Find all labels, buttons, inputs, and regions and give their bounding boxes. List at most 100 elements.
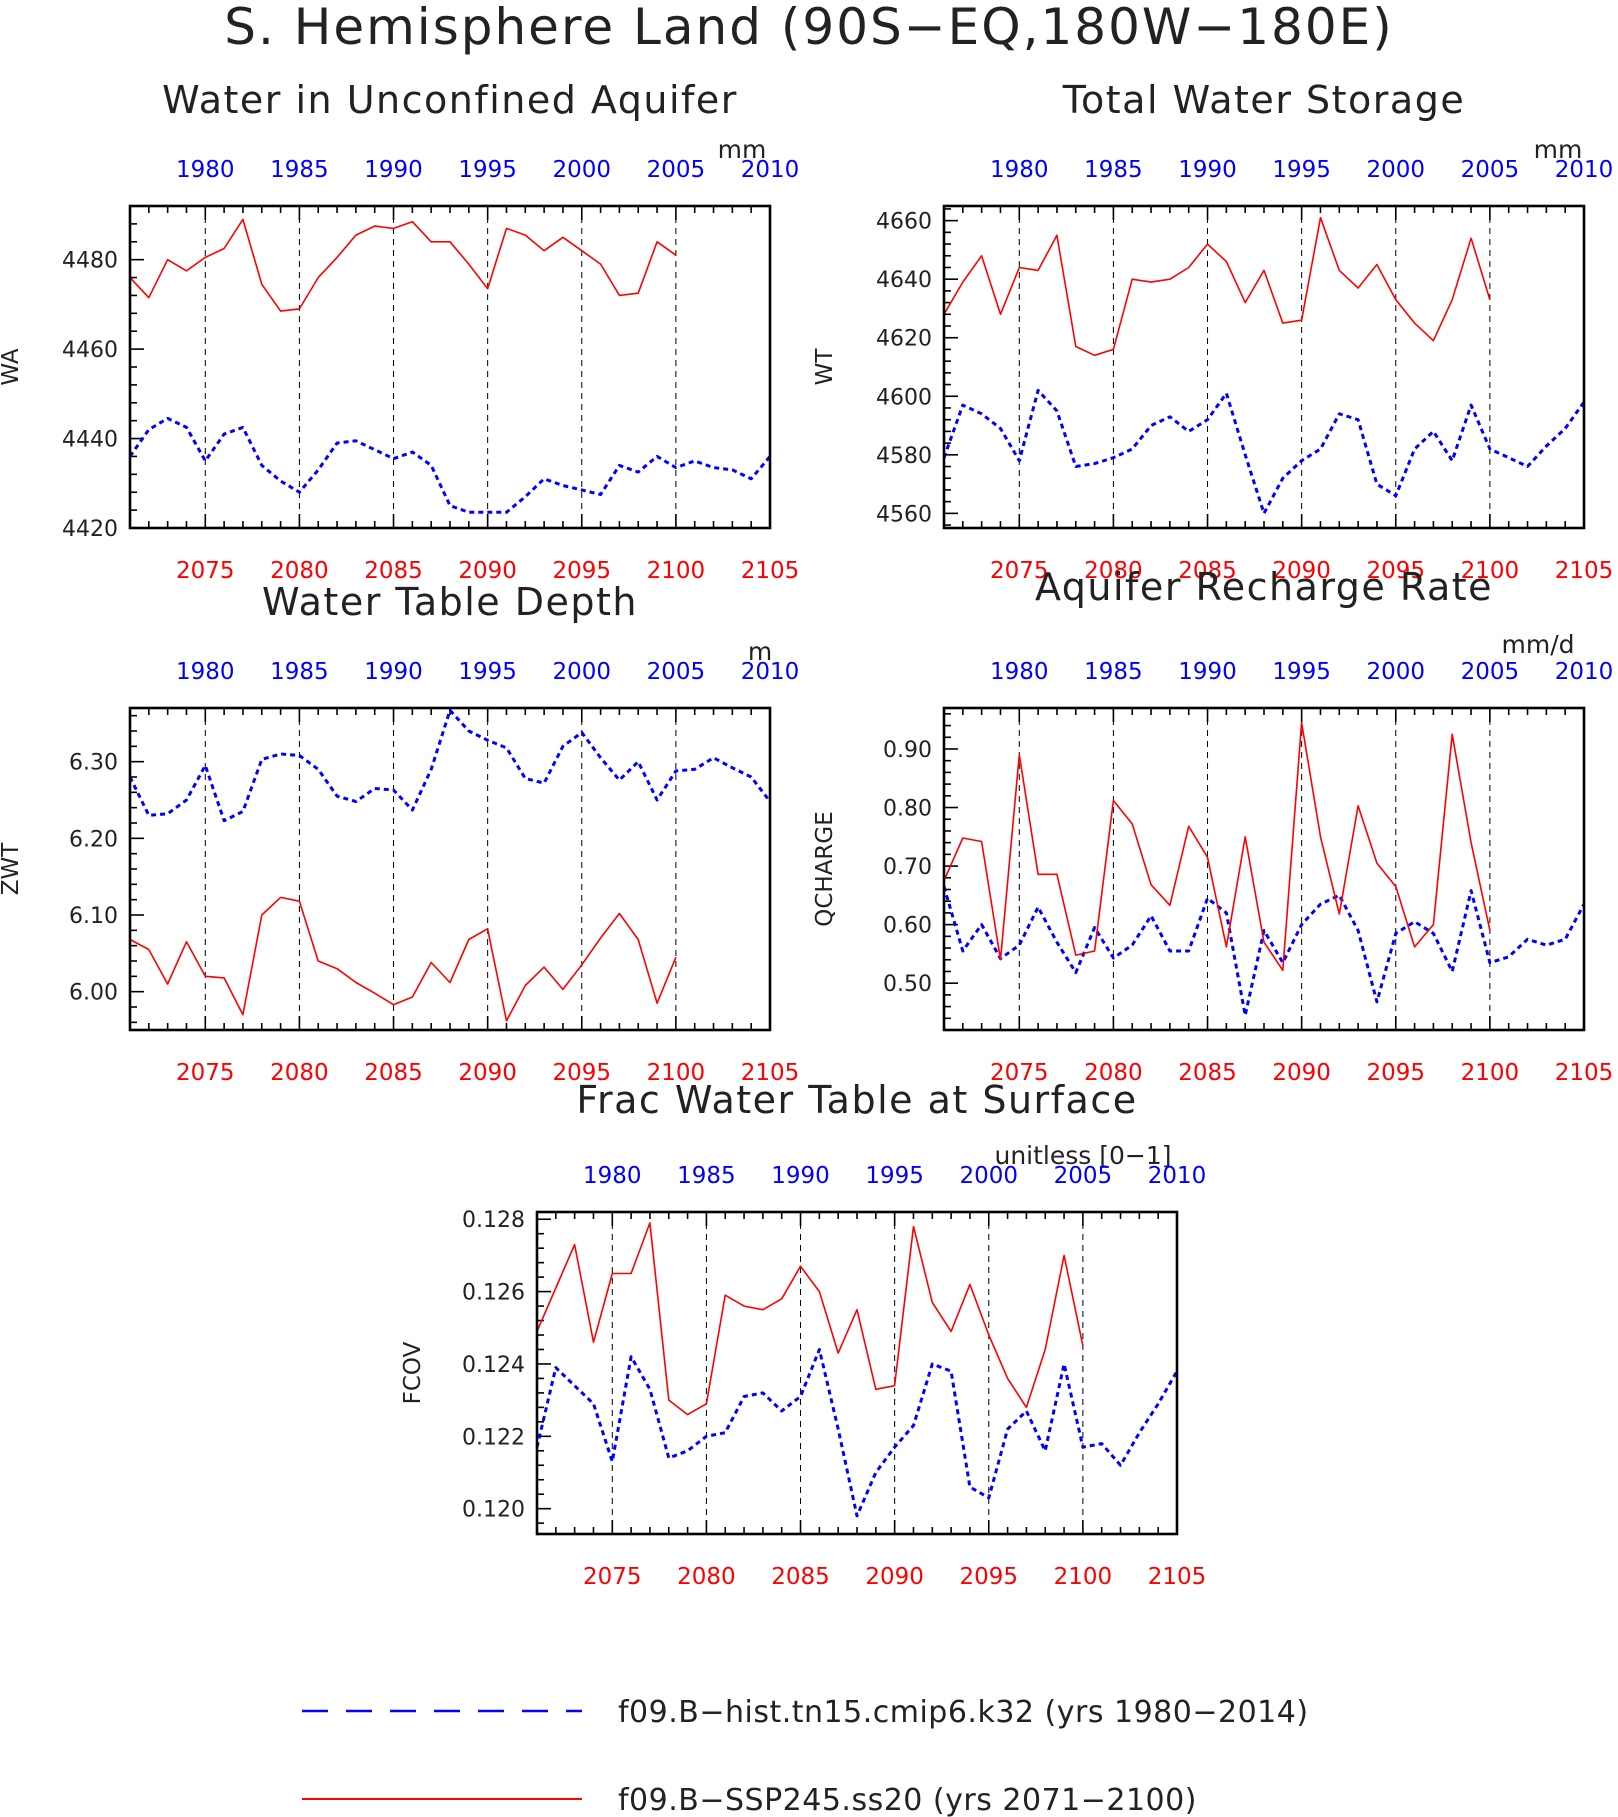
x-bottom-tick-label-2105: 2105 (1555, 1060, 1614, 1086)
x-top-tick-label-1980: 1980 (990, 157, 1049, 183)
x-bottom-tick-label-2075: 2075 (990, 558, 1049, 584)
y-tick-label-wa-2: 4460 (62, 338, 118, 363)
x-top-tick-label-2005: 2005 (647, 157, 706, 183)
y-tick-label-qcharge-2: 0.70 (883, 855, 932, 880)
x-top-tick-label-1990: 1990 (364, 659, 423, 685)
x-top-tick-label-1995: 1995 (1272, 659, 1331, 685)
x-bottom-tick-label-2090: 2090 (458, 1060, 517, 1086)
units-label-zwt: m (748, 637, 772, 666)
plot-frame-fcov (535, 1210, 1179, 1536)
x-bottom-tick-label-2100: 2100 (647, 1060, 706, 1086)
y-tick-label-qcharge-3: 0.80 (883, 797, 932, 822)
x-top-tick-label-1985: 1985 (1084, 157, 1143, 183)
chart-panels: Water in Unconfined Aquifer mm WA 4420 4440 4… (0, 78, 1613, 1590)
series-line-hist (128, 416, 772, 514)
x-bottom-tick-label-2085: 2085 (364, 558, 423, 584)
y-tick-label-wa-1: 4440 (62, 428, 118, 453)
legend: f09.B−hist.tn15.cmip6.k32 (yrs 1980−2014… (302, 1695, 1309, 1817)
y-tick-label-qcharge-4: 0.90 (883, 738, 932, 763)
x-top-tick-label-2000: 2000 (1366, 157, 1425, 183)
x-top-tick-label-2010: 2010 (741, 659, 800, 685)
x-top-tick-label-1985: 1985 (270, 157, 329, 183)
x-top-tick-label-1995: 1995 (458, 157, 517, 183)
plot-frame-wt (942, 204, 1586, 530)
y-tick-label-fcov-2: 0.124 (462, 1353, 525, 1378)
y-tick-label-wt-2: 4600 (876, 385, 932, 410)
panel-wt: Total Water Storage mm WT 4560 4580 4600 4620 4… (812, 78, 1613, 584)
y-tick-label-zwt-3: 6.30 (69, 751, 118, 776)
x-bottom-tick-label-2075: 2075 (990, 1060, 1049, 1086)
x-top-tick-label-1995: 1995 (865, 1163, 924, 1189)
x-top-tick-label-1990: 1990 (771, 1163, 830, 1189)
x-top-tick-label-2000: 2000 (552, 157, 611, 183)
y-axis-label-wt: WT (812, 348, 838, 386)
x-bottom-tick-label-2085: 2085 (771, 1564, 830, 1590)
x-top-tick-label-1990: 1990 (1178, 659, 1237, 685)
legend-label-hist: f09.B−hist.tn15.cmip6.k32 (yrs 1980−2014… (618, 1695, 1309, 1730)
x-bottom-tick-label-2105: 2105 (741, 1060, 800, 1086)
y-tick-label-wa-0: 4420 (62, 517, 118, 542)
y-tick-label-wt-4: 4640 (876, 268, 932, 293)
x-bottom-tick-label-2105: 2105 (1555, 558, 1614, 584)
units-label-wa: mm (718, 135, 767, 164)
y-tick-label-fcov-1: 0.122 (462, 1425, 525, 1450)
x-top-tick-label-1980: 1980 (583, 1163, 642, 1189)
series-line-hist (535, 1348, 1179, 1518)
x-top-tick-label-2010: 2010 (1555, 659, 1614, 685)
x-top-tick-label-1995: 1995 (1272, 157, 1331, 183)
y-tick-label-zwt-2: 6.20 (69, 827, 118, 852)
x-bottom-tick-label-2085: 2085 (1178, 1060, 1237, 1086)
series-line-ssp (536, 1222, 1084, 1416)
x-bottom-tick-label-2095: 2095 (1366, 558, 1425, 584)
panel-zwt: Water Table Depth m ZWT 6.00 6.10 6.20 6.30 207… (0, 580, 799, 1086)
plot-frame-wa (128, 204, 772, 530)
x-bottom-tick-label-2080: 2080 (270, 1060, 329, 1086)
x-bottom-tick-label-2090: 2090 (1272, 558, 1331, 584)
units-label-fcov: unitless [0−1] (994, 1141, 1171, 1170)
y-tick-label-fcov-4: 0.128 (462, 1208, 525, 1233)
x-bottom-tick-label-2105: 2105 (741, 558, 800, 584)
units-label-wt: mm (1534, 135, 1583, 164)
x-bottom-tick-label-2100: 2100 (1054, 1564, 1113, 1590)
y-tick-label-wa-3: 4480 (62, 249, 118, 274)
y-tick-label-wt-0: 4560 (876, 502, 932, 527)
panel-qcharge: Aquifer Recharge Rate mm/d QCHARGE 0.50 0.60… (812, 565, 1613, 1086)
x-top-tick-label-1990: 1990 (1178, 157, 1237, 183)
y-axis-label-zwt: ZWT (0, 842, 24, 895)
x-top-tick-label-2000: 2000 (1366, 659, 1425, 685)
y-axis-label-fcov: FCOV (400, 1341, 426, 1404)
y-tick-label-wt-5: 4660 (876, 210, 932, 235)
series-line-ssp (943, 721, 1491, 972)
x-bottom-tick-label-2090: 2090 (865, 1564, 924, 1590)
panel-title-zwt: Water Table Depth (262, 580, 638, 624)
series-line-hist (942, 388, 1586, 515)
x-top-tick-label-2000: 2000 (552, 659, 611, 685)
panel-title-qcharge: Aquifer Recharge Rate (1035, 565, 1493, 609)
x-bottom-tick-label-2095: 2095 (959, 1564, 1018, 1590)
series-line-hist (942, 886, 1586, 1017)
panel-title-wa: Water in Unconfined Aquifer (162, 78, 738, 122)
series-line-hist (128, 708, 772, 823)
plot-frame-qcharge (942, 706, 1586, 1032)
x-top-tick-label-2010: 2010 (1148, 1163, 1207, 1189)
plot-frame-zwt (128, 706, 772, 1032)
y-tick-label-wt-3: 4620 (876, 327, 932, 352)
x-bottom-tick-label-2075: 2075 (583, 1564, 642, 1590)
y-tick-label-zwt-0: 6.00 (69, 981, 118, 1006)
x-top-tick-label-2010: 2010 (741, 157, 800, 183)
x-bottom-tick-label-2090: 2090 (1272, 1060, 1331, 1086)
panel-title-fcov: Frac Water Table at Surface (576, 1078, 1137, 1122)
x-bottom-tick-label-2080: 2080 (1084, 558, 1143, 584)
x-top-tick-label-2000: 2000 (959, 1163, 1018, 1189)
x-top-tick-label-1980: 1980 (176, 157, 235, 183)
x-top-tick-label-2010: 2010 (1555, 157, 1614, 183)
x-bottom-tick-label-2075: 2075 (176, 558, 235, 584)
x-bottom-tick-label-2075: 2075 (176, 1060, 235, 1086)
y-axis-label-qcharge: QCHARGE (812, 811, 838, 927)
x-top-tick-label-1980: 1980 (990, 659, 1049, 685)
panel-wa: Water in Unconfined Aquifer mm WA 4420 4440 4… (0, 78, 799, 584)
y-tick-label-qcharge-0: 0.50 (883, 972, 932, 997)
series-line-ssp (129, 896, 677, 1022)
y-tick-label-wt-1: 4580 (876, 444, 932, 469)
figure-title: S. Hemisphere Land (90S−EQ,180W−180E) (224, 0, 1394, 56)
